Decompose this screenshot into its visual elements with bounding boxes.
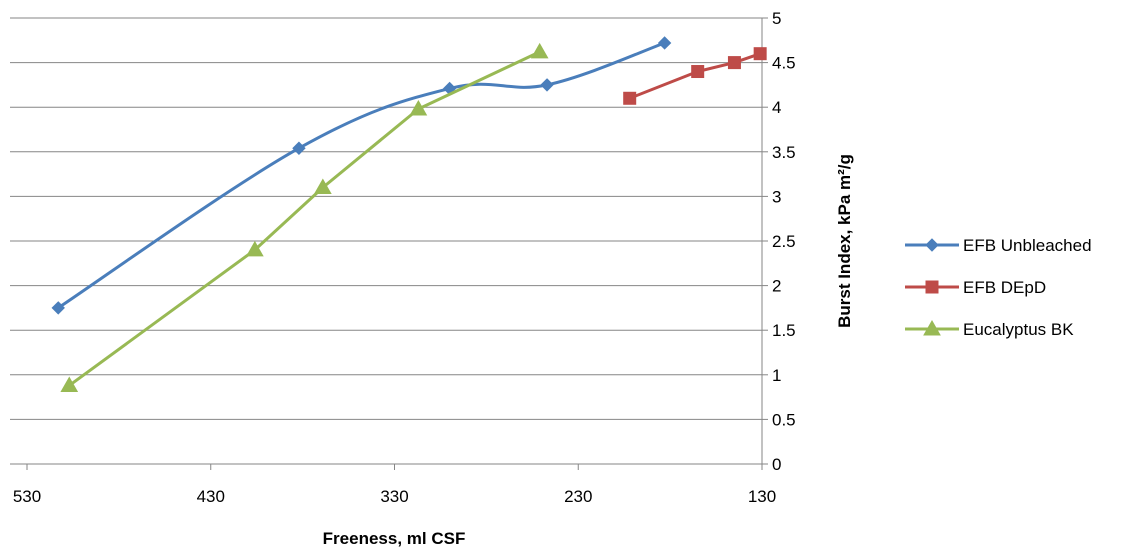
axes — [10, 17, 768, 470]
y-tick-label: 5 — [772, 9, 781, 28]
series-line-eucalyptus-bk — [68, 50, 541, 387]
x-tick-label: 530 — [13, 487, 41, 506]
series-eucalyptus-bk — [60, 42, 549, 393]
legend-label: EFB DEpD — [963, 278, 1046, 297]
y-tick-label: 1 — [772, 366, 781, 385]
y-tick-label: 4.5 — [772, 54, 796, 73]
legend-label: Eucalyptus BK — [963, 320, 1074, 339]
data-point-eucalyptus-bk — [530, 42, 549, 59]
data-series — [51, 36, 767, 393]
legend-item-efb-depd: EFB DEpD — [905, 278, 1046, 297]
legend: EFB Unbleached EFB DEpD Eucalyptus BK — [905, 236, 1092, 339]
legend-marker-efb-depd — [925, 280, 939, 294]
x-axis-title: Freeness, ml CSF — [323, 529, 466, 548]
legend-label: EFB Unbleached — [963, 236, 1092, 255]
x-tick-label: 130 — [748, 487, 776, 506]
y-tick-label: 2.5 — [772, 232, 796, 251]
data-point-efb-depd — [623, 91, 637, 105]
legend-item-eucalyptus-bk: Eucalyptus BK — [905, 319, 1074, 339]
x-tick-label: 330 — [380, 487, 408, 506]
data-point-efb-unbleached — [51, 301, 65, 315]
data-point-efb-depd — [691, 65, 705, 79]
legend-item-efb-unbleached: EFB Unbleached — [905, 236, 1092, 255]
y-tick-label: 0.5 — [772, 410, 796, 429]
x-tick-label: 430 — [197, 487, 225, 506]
series-line-efb-depd — [629, 52, 761, 100]
y-axis-title: Burst Index, kPa m²/g — [835, 154, 854, 328]
x-tick-labels: 530 430 330 230 130 — [13, 487, 776, 506]
legend-marker-eucalyptus-bk — [923, 319, 941, 336]
data-point-efb-unbleached — [540, 78, 554, 92]
data-point-eucalyptus-bk — [60, 376, 79, 393]
data-point-efb-depd — [753, 47, 767, 61]
series-efb-unbleached — [51, 36, 672, 315]
series-efb-depd — [623, 47, 767, 105]
x-tick-label: 230 — [564, 487, 592, 506]
y-tick-label: 3 — [772, 187, 781, 206]
legend-marker-efb-unbleached — [925, 238, 939, 252]
y-tick-label: 0 — [772, 455, 781, 474]
data-point-eucalyptus-bk — [245, 240, 264, 257]
data-point-eucalyptus-bk — [313, 178, 332, 194]
y-tick-labels: 0 0.5 1 1.5 2 2.5 3 3.5 4 4.5 5 — [772, 9, 796, 474]
data-point-eucalyptus-bk — [409, 99, 428, 116]
y-tick-label: 3.5 — [772, 143, 796, 162]
data-point-efb-unbleached — [292, 141, 306, 155]
series-line-efb-unbleached — [57, 41, 666, 310]
y-tick-label: 2 — [772, 277, 781, 296]
data-point-efb-unbleached — [657, 36, 672, 50]
y-tick-label: 4 — [772, 98, 781, 117]
gridlines — [10, 17, 762, 420]
data-point-efb-depd — [727, 56, 741, 70]
y-tick-label: 1.5 — [772, 321, 796, 340]
